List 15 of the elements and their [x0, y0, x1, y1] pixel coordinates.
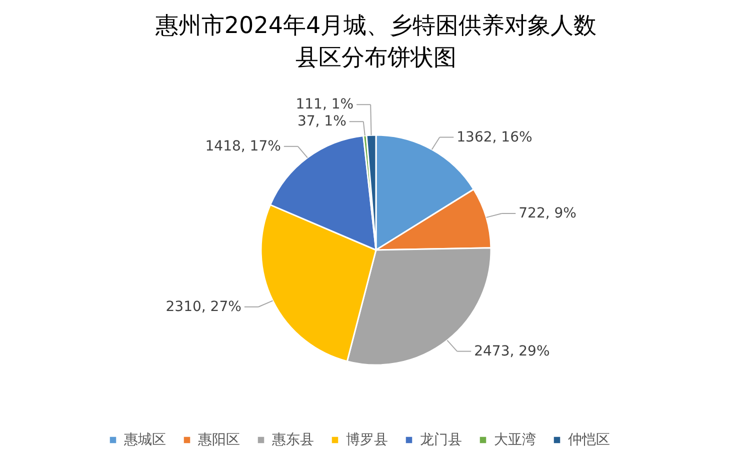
legend-label: 仲恺区: [568, 432, 610, 448]
legend-label: 惠阳区: [197, 432, 240, 448]
legend-label: 惠东县: [271, 432, 314, 448]
data-label: 2310, 27%: [166, 298, 242, 315]
data-label: 722, 9%: [518, 205, 576, 222]
legend-label: 大亚湾: [494, 432, 536, 448]
data-label: 1418, 17%: [205, 138, 281, 154]
data-label: 111, 1%: [296, 96, 354, 113]
legend-label: 龙门县: [420, 432, 462, 448]
legend-label: 惠城区: [123, 432, 166, 448]
legend-label: 博罗县: [346, 432, 388, 448]
data-label: 1362, 16%: [456, 129, 532, 146]
data-label: 2473, 29%: [474, 343, 550, 360]
chart-title: 惠州市2024年4月城、乡特困供养对象人数县区分布饼状图: [154, 13, 597, 71]
data-label: 37, 1%: [297, 114, 346, 130]
